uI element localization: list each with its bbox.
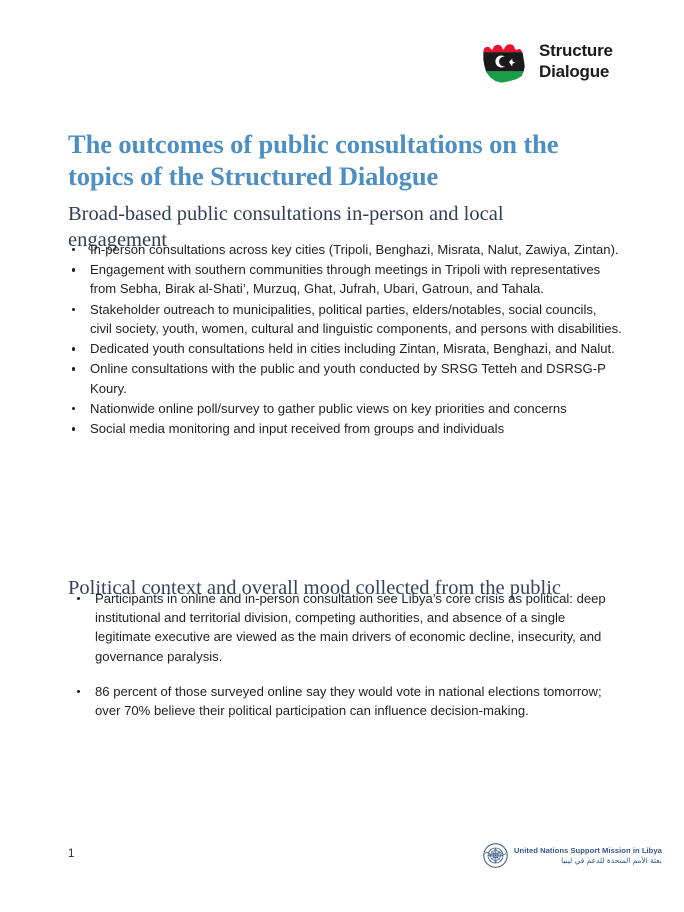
page-title: The outcomes of public consultations on …	[68, 128, 559, 191]
list-item: Engagement with southern communities thr…	[60, 260, 622, 298]
brand-line-1: Structure	[539, 41, 613, 61]
brand-line-2: Dialogue	[539, 62, 610, 81]
unsmil-name-arabic: بعثة الأمم المتحدة للدعم في ليبيا	[561, 856, 662, 865]
unsmil-footer-logo: United Nations Support Mission in Libya …	[483, 843, 662, 868]
brand-wordmark: Structure Dialogue	[539, 41, 613, 82]
list-item: In-person consultations across key citie…	[60, 240, 622, 259]
list-item: Social media monitoring and input receiv…	[60, 419, 622, 438]
list-item: Nationwide online poll/survey to gather …	[60, 399, 622, 418]
united-nations-emblem-icon	[483, 843, 508, 868]
page-number: 1	[68, 848, 75, 860]
list-item: Stakeholder outreach to municipalities, …	[60, 300, 622, 338]
unsmil-name-english: United Nations Support Mission in Libya	[514, 846, 662, 855]
list-item: Participants in online and in-person con…	[64, 589, 622, 666]
consultations-bullet-list: In-person consultations across key citie…	[60, 240, 622, 439]
list-item: 86 percent of those surveyed online say …	[64, 682, 622, 720]
libya-flag-map-icon	[483, 44, 525, 83]
structure-dialogue-logo: Structure Dialogue	[478, 36, 613, 88]
list-item: Dedicated youth consultations held in ci…	[60, 339, 622, 358]
section-heading-political-context: Political context and overall mood colle…	[68, 577, 561, 599]
unsmil-name-block: United Nations Support Mission in Libya …	[514, 846, 662, 865]
section-heading-consultations: Broad-based public consultations in-pers…	[68, 203, 504, 252]
list-item: Online consultations with the public and…	[60, 359, 622, 397]
political-context-bullet-list: Participants in online and in-person con…	[64, 589, 622, 736]
